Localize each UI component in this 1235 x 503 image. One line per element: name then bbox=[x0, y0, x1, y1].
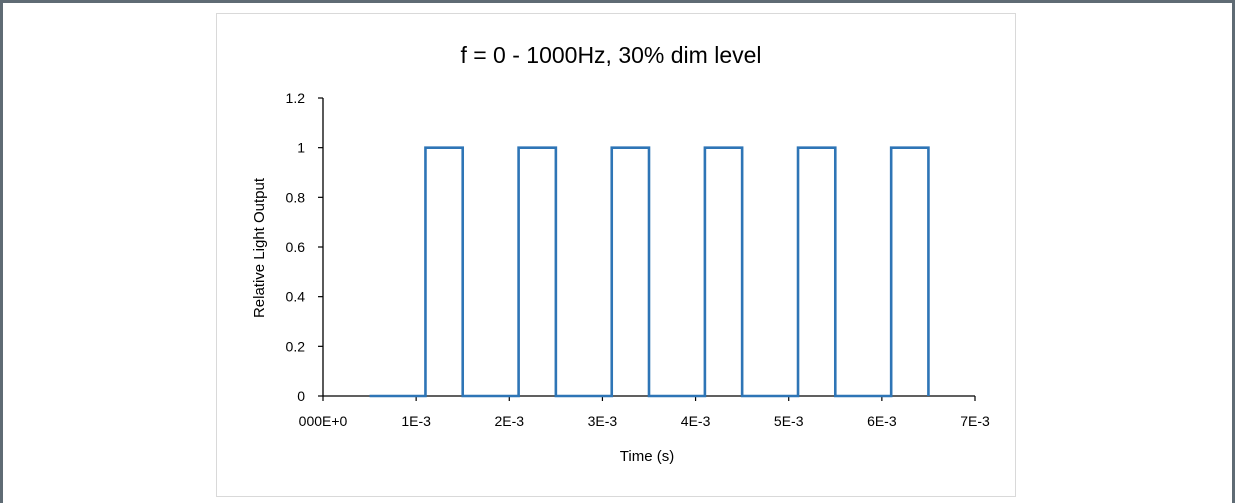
plot-layer: 0 0.2 0.4 0.6 0.8 1 1.2 000E+0 1E-3 2E-3 3E-3 4E-3 5… bbox=[286, 90, 990, 429]
y-axis-label-group: Relative Light Output bbox=[251, 177, 268, 318]
series-line-0 bbox=[369, 146, 930, 398]
x-tick-label: 6E-3 bbox=[867, 413, 897, 429]
x-tick-label: 3E-3 bbox=[588, 413, 618, 429]
x-tick-label: 1E-3 bbox=[401, 413, 431, 429]
y-tick-label: 0 bbox=[297, 388, 305, 404]
x-tick-label: 5E-3 bbox=[774, 413, 804, 429]
line-chart: f = 0 - 1000Hz, 30% dim level Relative L… bbox=[251, 42, 990, 465]
y-tick-label: 0.8 bbox=[286, 189, 306, 205]
y-tick-label: 0.2 bbox=[286, 338, 306, 354]
x-tick-label: 4E-3 bbox=[681, 413, 711, 429]
x-tick-label: 2E-3 bbox=[494, 413, 524, 429]
y-tick-label: 1.2 bbox=[286, 90, 306, 106]
x-tick-label: 000E+0 bbox=[299, 413, 348, 429]
chart-area: f = 0 - 1000Hz, 30% dim level Relative L… bbox=[216, 13, 1016, 497]
chart-title: f = 0 - 1000Hz, 30% dim level bbox=[460, 42, 761, 68]
x-tick-label: 7E-3 bbox=[960, 413, 990, 429]
y-tick-label: 0.6 bbox=[286, 239, 306, 255]
x-axis-label: Time (s) bbox=[620, 448, 674, 465]
y-tick-label: 0.4 bbox=[286, 289, 306, 305]
y-axis-label: Relative Light Output bbox=[251, 177, 268, 318]
y-tick-label: 1 bbox=[297, 140, 305, 156]
